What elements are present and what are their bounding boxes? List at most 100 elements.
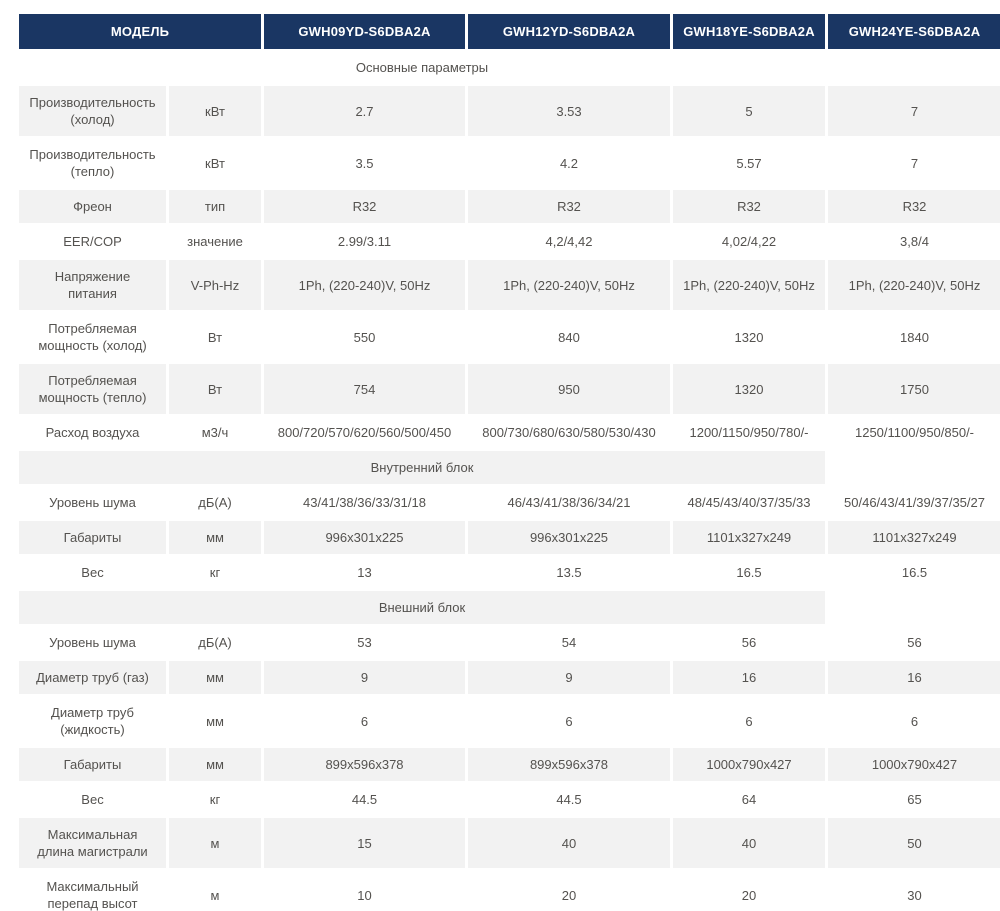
section-header-row: Внешний блок: [19, 591, 1000, 624]
value-cell: 4,02/4,22: [673, 225, 825, 258]
value-cell: 56: [828, 626, 1000, 659]
spec-row: Расход воздуха м3/ч 800/720/570/620/560/50…: [19, 416, 1000, 449]
value-cell: 9: [468, 661, 670, 694]
value-cell: 2.7: [264, 86, 465, 136]
model-column-header: GWH18YE-S6DBA2A: [673, 14, 825, 49]
spec-row: Вес кг 13 13.5 16.5 16.5: [19, 556, 1000, 589]
value-cell: 4,2/4,42: [468, 225, 670, 258]
value-cell: R32: [673, 190, 825, 223]
value-cell: 16: [673, 661, 825, 694]
value-cell: 3.53: [468, 86, 670, 136]
value-cell: 5.57: [673, 138, 825, 188]
unit-cell: Вт: [169, 312, 261, 362]
spec-row: Габариты мм 899x596x378 899x596x378 1000x790…: [19, 748, 1000, 781]
spec-table: МОДЕЛЬ GWH09YD-S6DBA2A GWH12YD-S6DBA2A GWH…: [16, 12, 1000, 911]
value-cell: 20: [468, 870, 670, 911]
unit-cell: м: [169, 870, 261, 911]
spec-row: Фреон тип R32 R32 R32 R32: [19, 190, 1000, 223]
param-name-cell: Вес: [19, 556, 166, 589]
value-cell: 550: [264, 312, 465, 362]
param-name-cell: Расход воздуха: [19, 416, 166, 449]
value-cell: 53: [264, 626, 465, 659]
unit-cell: тип: [169, 190, 261, 223]
value-cell: 800/720/570/620/560/500/450: [264, 416, 465, 449]
spec-row: Напряжение питания V-Ph-Hz 1Ph, (220-240)V…: [19, 260, 1000, 310]
model-header-row: МОДЕЛЬ GWH09YD-S6DBA2A GWH12YD-S6DBA2A GWH…: [19, 14, 1000, 49]
unit-cell: мм: [169, 696, 261, 746]
section-header-row: Внутренний блок: [19, 451, 1000, 484]
value-cell: 1Ph, (220-240)V, 50Hz: [673, 260, 825, 310]
value-cell: 16: [828, 661, 1000, 694]
param-name-cell: Производительность (холод): [19, 86, 166, 136]
value-cell: 754: [264, 364, 465, 414]
param-name-cell: Фреон: [19, 190, 166, 223]
param-name-cell: Потребляемая мощность (холод): [19, 312, 166, 362]
value-cell: 40: [468, 818, 670, 868]
value-cell: 1101x327x249: [673, 521, 825, 554]
value-cell: 3,8/4: [828, 225, 1000, 258]
model-header-cell: МОДЕЛЬ: [19, 14, 261, 49]
value-cell: 46/43/41/38/36/34/21: [468, 486, 670, 519]
value-cell: 16.5: [673, 556, 825, 589]
value-cell: R32: [264, 190, 465, 223]
spec-row: Диаметр труб (жидкость) мм 6 6 6 6: [19, 696, 1000, 746]
param-name-cell: Максимальный перепад высот: [19, 870, 166, 911]
value-cell: 1750: [828, 364, 1000, 414]
section-spacer-cell: [828, 451, 1000, 484]
value-cell: 899x596x378: [264, 748, 465, 781]
value-cell: 65: [828, 783, 1000, 816]
param-name-cell: EER/COP: [19, 225, 166, 258]
model-column-header: GWH12YD-S6DBA2A: [468, 14, 670, 49]
value-cell: 56: [673, 626, 825, 659]
value-cell: 7: [828, 138, 1000, 188]
value-cell: 1320: [673, 312, 825, 362]
value-cell: 50: [828, 818, 1000, 868]
value-cell: R32: [828, 190, 1000, 223]
value-cell: 1840: [828, 312, 1000, 362]
value-cell: 13.5: [468, 556, 670, 589]
value-cell: 40: [673, 818, 825, 868]
value-cell: 54: [468, 626, 670, 659]
param-name-cell: Потребляемая мощность (тепло): [19, 364, 166, 414]
spec-row: Потребляемая мощность (тепло) Вт 754 950 132…: [19, 364, 1000, 414]
value-cell: 950: [468, 364, 670, 414]
spec-table-container: МОДЕЛЬ GWH09YD-S6DBA2A GWH12YD-S6DBA2A GWH…: [16, 12, 1000, 911]
unit-cell: дБ(А): [169, 626, 261, 659]
value-cell: 1000x790x427: [828, 748, 1000, 781]
spec-row: Максимальная длина магистрали м 15 40 40 50: [19, 818, 1000, 868]
unit-cell: V-Ph-Hz: [169, 260, 261, 310]
value-cell: R32: [468, 190, 670, 223]
value-cell: 996x301x225: [264, 521, 465, 554]
value-cell: 1250/1100/950/850/-: [828, 416, 1000, 449]
section-spacer-cell: [828, 51, 1000, 84]
unit-cell: дБ(А): [169, 486, 261, 519]
spec-row: Производительность (тепло) кВт 3.5 4.2 5.57 7: [19, 138, 1000, 188]
section-title: Внутренний блок: [19, 451, 825, 484]
param-name-cell: Габариты: [19, 521, 166, 554]
spec-row: EER/COP значение 2.99/3.11 4,2/4,42 4,02/4,2…: [19, 225, 1000, 258]
value-cell: 13: [264, 556, 465, 589]
unit-cell: кВт: [169, 138, 261, 188]
value-cell: 30: [828, 870, 1000, 911]
unit-cell: мм: [169, 661, 261, 694]
unit-cell: м3/ч: [169, 416, 261, 449]
value-cell: 1101x327x249: [828, 521, 1000, 554]
value-cell: 7: [828, 86, 1000, 136]
section-spacer-cell: [828, 591, 1000, 624]
value-cell: 6: [468, 696, 670, 746]
value-cell: 1Ph, (220-240)V, 50Hz: [828, 260, 1000, 310]
param-name-cell: Габариты: [19, 748, 166, 781]
value-cell: 840: [468, 312, 670, 362]
value-cell: 15: [264, 818, 465, 868]
spec-row: Диаметр труб (газ) мм 9 9 16 16: [19, 661, 1000, 694]
unit-cell: кг: [169, 783, 261, 816]
value-cell: 20: [673, 870, 825, 911]
value-cell: 800/730/680/630/580/530/430: [468, 416, 670, 449]
value-cell: 6: [828, 696, 1000, 746]
section-title: Внешний блок: [19, 591, 825, 624]
model-column-header: GWH09YD-S6DBA2A: [264, 14, 465, 49]
unit-cell: мм: [169, 521, 261, 554]
value-cell: 10: [264, 870, 465, 911]
value-cell: 996x301x225: [468, 521, 670, 554]
spec-row: Уровень шума дБ(А) 53 54 56 56: [19, 626, 1000, 659]
